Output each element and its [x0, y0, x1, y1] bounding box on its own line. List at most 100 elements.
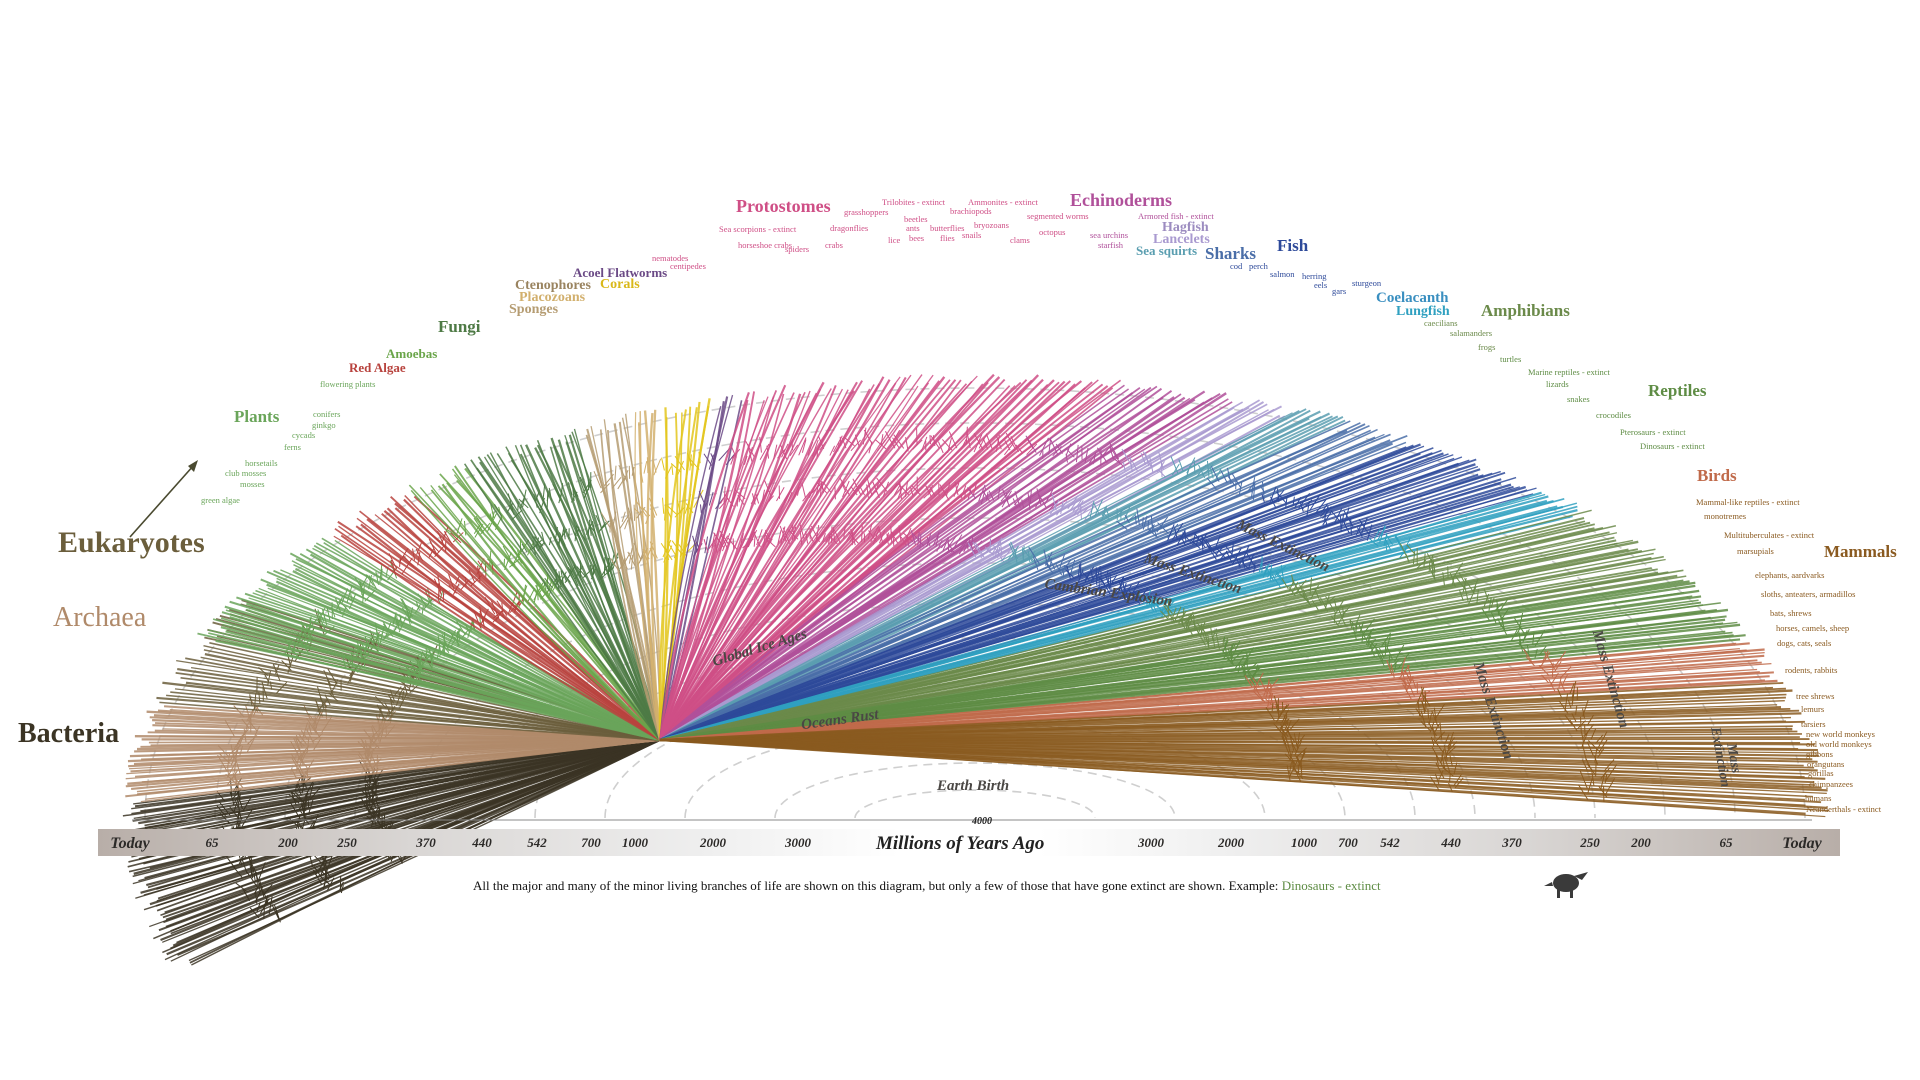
twig — [322, 872, 328, 890]
twig — [399, 557, 401, 567]
label-echinoderms: Echinoderms — [1070, 190, 1173, 210]
time-axis-bar — [98, 829, 1840, 856]
twig — [555, 573, 560, 591]
twig — [340, 884, 344, 894]
twig — [559, 532, 566, 546]
label-protostomes: Protostomes — [736, 196, 831, 216]
twig — [241, 809, 253, 827]
twig — [287, 816, 299, 827]
twig — [420, 653, 432, 667]
branch — [408, 484, 661, 741]
twig — [363, 656, 366, 667]
twig — [850, 486, 858, 496]
twig — [335, 598, 342, 615]
twig — [637, 547, 649, 566]
twig — [538, 580, 548, 594]
plant-taxon-label: green algae — [201, 495, 240, 505]
twig — [272, 663, 281, 682]
twig — [1542, 650, 1549, 662]
twig — [433, 578, 442, 595]
twig — [859, 486, 866, 496]
plant-taxon-label: flowering plants — [320, 379, 376, 389]
mammal-taxon-label: Mammal-like reptiles - extinct — [1696, 497, 1800, 507]
protostome-taxon-label: segmented worms — [1027, 211, 1089, 221]
axis-tick-right: 2000 — [1218, 835, 1244, 850]
twig — [1406, 544, 1416, 555]
twig — [396, 615, 400, 631]
twig — [558, 536, 561, 550]
twig — [966, 487, 977, 500]
branch — [659, 385, 919, 741]
twig — [376, 704, 386, 720]
twig — [762, 529, 767, 548]
twig — [759, 443, 770, 460]
protostome-taxon-label: brachiopods — [950, 206, 992, 216]
axis-tick-left: 700 — [581, 835, 601, 850]
twig — [295, 738, 303, 757]
plant-taxon-label: ferns — [284, 442, 301, 452]
twig — [320, 697, 325, 710]
branch — [659, 379, 1028, 741]
twig — [1025, 435, 1037, 453]
twig — [598, 522, 607, 533]
twig — [1373, 528, 1381, 540]
reptile-taxon-label: Dinosaurs - extinct — [1640, 441, 1705, 451]
branch — [496, 453, 661, 741]
twig — [583, 483, 592, 499]
twig — [423, 598, 433, 611]
twig — [307, 792, 310, 808]
twig — [217, 754, 228, 772]
branch — [140, 739, 661, 803]
twig — [452, 583, 460, 595]
time-ring — [774, 762, 1176, 819]
twig — [822, 533, 826, 543]
axis-tick-left: 1000 — [622, 835, 648, 850]
twig — [624, 519, 629, 530]
twig — [438, 642, 447, 657]
fish-taxon-label: sturgeon — [1352, 278, 1382, 288]
twig — [756, 529, 763, 546]
branch — [634, 412, 661, 741]
twig — [1109, 573, 1112, 592]
axis-title: Millions of Years Ago — [876, 833, 1045, 854]
twig — [367, 781, 376, 792]
branch — [659, 423, 1366, 741]
twig — [725, 453, 736, 466]
branch — [659, 388, 822, 741]
twig — [428, 547, 435, 558]
twig — [243, 728, 247, 743]
mammal-taxon-label: orangutans — [1807, 759, 1845, 769]
branch — [463, 463, 661, 741]
twig — [384, 702, 392, 714]
twig — [456, 620, 466, 636]
twig — [833, 435, 843, 453]
twig — [628, 547, 633, 564]
twig — [643, 460, 648, 474]
twig — [429, 650, 433, 669]
twig — [401, 557, 413, 575]
twig — [316, 607, 326, 625]
twig — [258, 691, 261, 704]
twig — [398, 684, 407, 696]
twig — [241, 718, 250, 729]
twig — [501, 602, 504, 617]
triceratops-icon — [1544, 872, 1588, 898]
twig — [801, 482, 807, 499]
protostome-taxon-label: Ammonites - extinct — [968, 197, 1038, 207]
twig — [745, 440, 755, 458]
twig — [866, 478, 873, 497]
twig — [384, 622, 392, 639]
twig — [230, 744, 235, 760]
twig — [233, 798, 239, 814]
twig — [635, 499, 647, 517]
twig — [842, 480, 850, 498]
axis-tick-right: 1000 — [1291, 835, 1317, 850]
twig — [611, 477, 622, 489]
twig — [1488, 597, 1492, 611]
caption-text: All the major and many of the minor livi… — [473, 878, 1282, 893]
label-fungi: Fungi — [438, 317, 481, 336]
twig — [811, 439, 819, 457]
twig — [415, 674, 418, 686]
twig — [468, 569, 476, 583]
twig — [1167, 524, 1175, 542]
